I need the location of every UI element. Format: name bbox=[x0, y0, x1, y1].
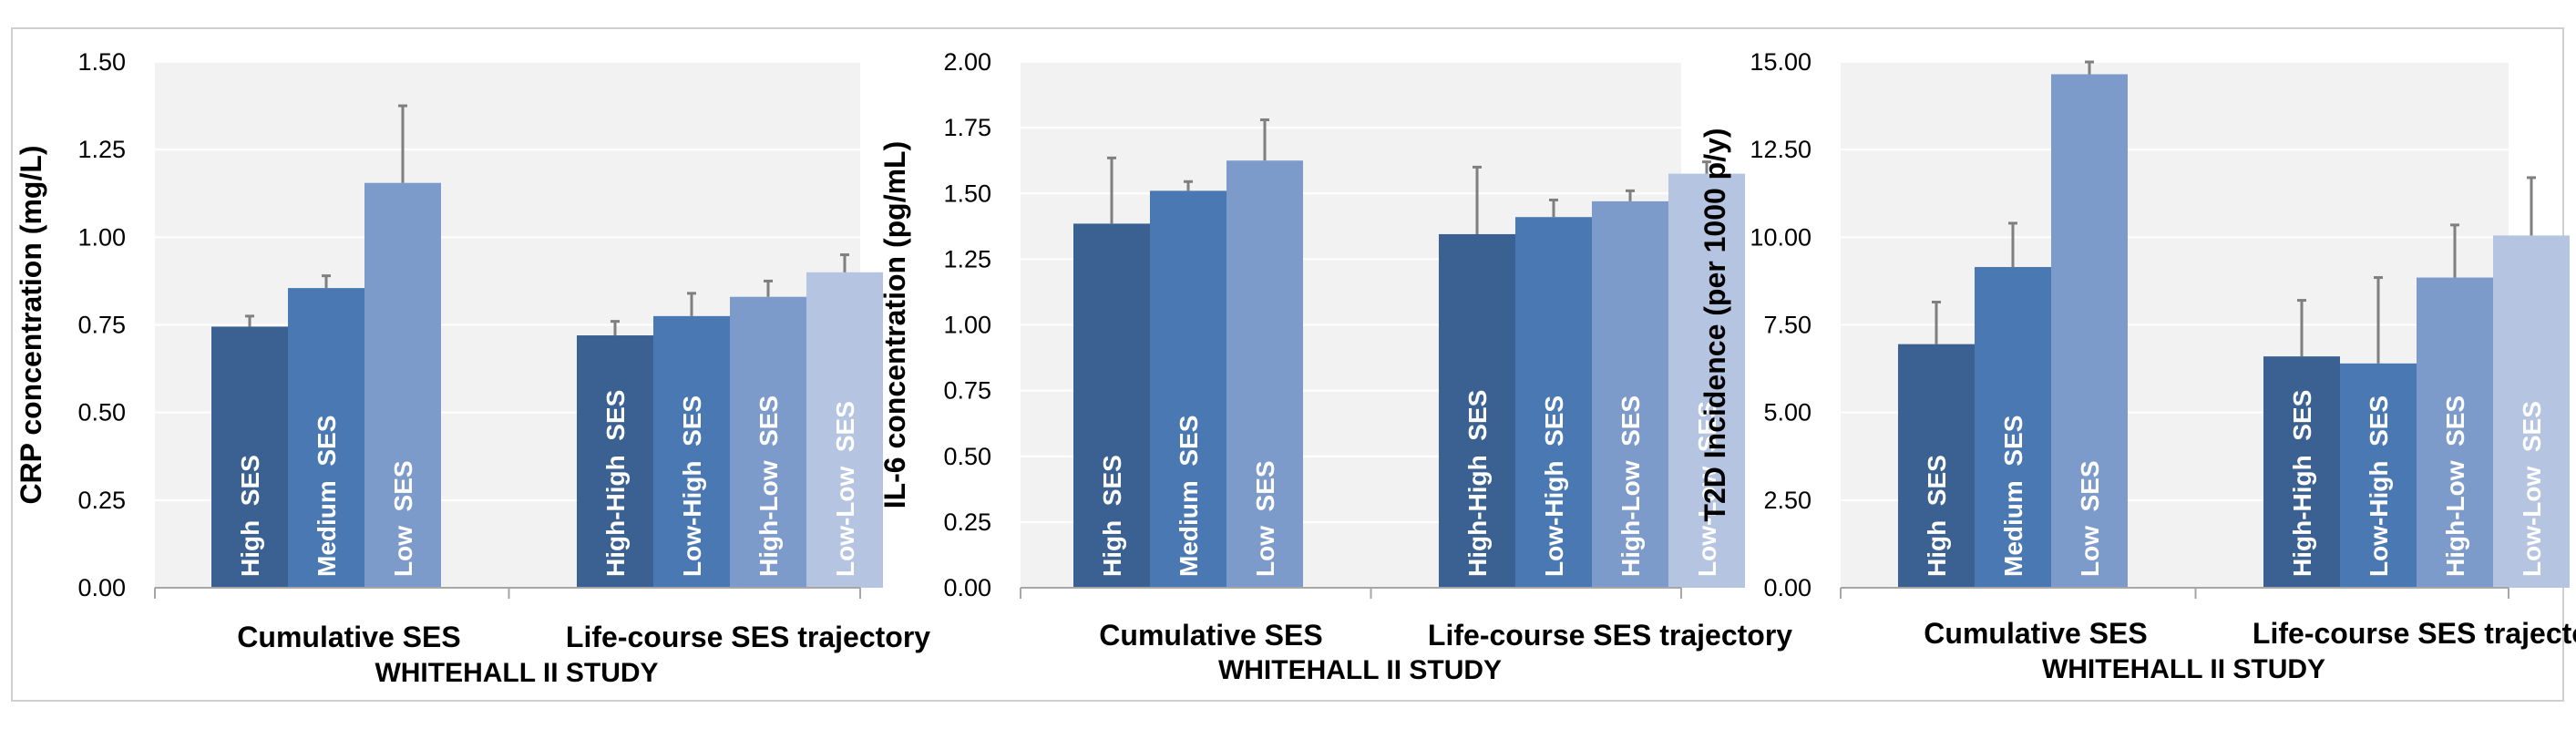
y-tick-label: 1.50 bbox=[943, 180, 991, 207]
bar-label: High SES bbox=[1923, 455, 1951, 577]
y-tick-label: 0.50 bbox=[943, 443, 991, 470]
bar bbox=[653, 315, 730, 588]
bar-label: Low-High SES bbox=[678, 395, 706, 577]
y-tick-label: 2.00 bbox=[943, 48, 991, 76]
bar-label: Low-Low SES bbox=[831, 401, 859, 577]
bar-label: High-High SES bbox=[601, 390, 630, 577]
group-label: Cumulative SES bbox=[1099, 619, 1322, 652]
y-tick-label: 0.75 bbox=[943, 377, 991, 405]
group-label: Cumulative SES bbox=[237, 621, 460, 653]
y-tick-label: 1.25 bbox=[77, 136, 126, 163]
x-axis-title: WHITEHALL II STUDY bbox=[1218, 655, 1502, 685]
bar bbox=[2340, 363, 2417, 588]
y-tick-label: 0.00 bbox=[1763, 574, 1811, 601]
bar bbox=[211, 326, 288, 588]
bar bbox=[1150, 190, 1226, 589]
y-tick-label: 12.50 bbox=[1750, 136, 1811, 163]
x-axis-title: WHITEHALL II STUDY bbox=[375, 658, 658, 688]
bar bbox=[577, 335, 653, 588]
bar-label: High-High SES bbox=[2288, 390, 2316, 577]
y-axis-title: CRP concentration (mg/L) bbox=[15, 145, 47, 504]
y-tick-label: 10.00 bbox=[1750, 223, 1811, 251]
y-tick-label: 1.75 bbox=[943, 114, 991, 141]
bar-label: Low SES bbox=[1251, 460, 1279, 577]
chart-panel-3: 0.00 2.50 5.00 7.50 10.00 12.50 15.00 T2D Incid… bbox=[1699, 48, 2576, 684]
y-tick-label: 1.50 bbox=[77, 48, 126, 76]
group-label: Life-course SES trajectory bbox=[566, 621, 930, 653]
bar bbox=[1073, 223, 1150, 589]
y-tick-label: 0.25 bbox=[77, 487, 126, 514]
bar bbox=[1439, 233, 1515, 588]
bar-label: Low-High SES bbox=[2365, 395, 2393, 577]
bar-label: High SES bbox=[236, 455, 264, 577]
bar-label: High-Low SES bbox=[754, 395, 783, 577]
bar-label: High-High SES bbox=[1463, 390, 1492, 577]
bar bbox=[1515, 217, 1592, 588]
chart-panel-2: 0.00 0.25 0.50 0.75 1.00 1.25 1.50 1.75 2.00 IL-6… bbox=[878, 48, 1792, 685]
group-label: Life-course SES trajectory bbox=[1428, 619, 1792, 652]
bar-label: High SES bbox=[1098, 455, 1126, 577]
y-tick-label: 15.00 bbox=[1750, 48, 1811, 76]
bar bbox=[2051, 74, 2128, 589]
bar-label: Medium SES bbox=[313, 416, 341, 577]
bar bbox=[2493, 235, 2570, 588]
y-tick-label: 5.00 bbox=[1763, 399, 1811, 426]
y-tick-label: 1.00 bbox=[77, 223, 126, 251]
y-tick-label: 0.75 bbox=[77, 312, 126, 339]
x-axis-title: WHITEHALL II STUDY bbox=[2042, 654, 2325, 684]
bar bbox=[2263, 356, 2340, 588]
y-axis-title: IL-6 concentration (pg/mL) bbox=[878, 141, 911, 509]
bar-label: Low SES bbox=[2076, 460, 2104, 577]
bar bbox=[1668, 173, 1745, 589]
y-tick-label: 2.50 bbox=[1763, 487, 1811, 514]
y-tick-label: 7.50 bbox=[1763, 312, 1811, 339]
group-label: Life-course SES trajectory bbox=[2253, 617, 2576, 650]
bar bbox=[2417, 277, 2493, 588]
y-tick-label: 0.50 bbox=[77, 399, 126, 426]
bar bbox=[1898, 344, 1975, 588]
bar bbox=[288, 288, 364, 588]
y-tick-label: 0.25 bbox=[943, 508, 991, 536]
bar-label: Low-Low SES bbox=[2518, 401, 2546, 577]
bar-label: Low-Low SES bbox=[1693, 401, 1721, 577]
bar-label: High-Low SES bbox=[1616, 395, 1645, 577]
bar-label: Low-High SES bbox=[1540, 395, 1568, 577]
bar-label: Medium SES bbox=[1999, 416, 2027, 577]
bar bbox=[364, 182, 441, 588]
bar bbox=[730, 296, 806, 588]
bar-label: Low SES bbox=[389, 460, 417, 577]
y-tick-label: 0.00 bbox=[943, 574, 991, 601]
bar-label: Medium SES bbox=[1175, 416, 1203, 577]
bar-label: High-Low SES bbox=[2441, 395, 2469, 577]
y-tick-label: 1.00 bbox=[943, 312, 991, 339]
y-axis-title: T2D Incidence (per 1000 p/y) bbox=[1699, 128, 1731, 521]
y-tick-label: 1.25 bbox=[943, 245, 991, 272]
y-tick-label: 0.00 bbox=[77, 574, 126, 601]
chart-panel-1: 0.00 0.25 0.50 0.75 1.00 1.25 1.50 CRP concentr… bbox=[15, 48, 930, 688]
bar bbox=[1975, 267, 2051, 588]
group-label: Cumulative SES bbox=[1924, 617, 2147, 650]
bar bbox=[806, 272, 883, 588]
bar bbox=[1226, 160, 1303, 588]
bar bbox=[1592, 200, 1668, 588]
